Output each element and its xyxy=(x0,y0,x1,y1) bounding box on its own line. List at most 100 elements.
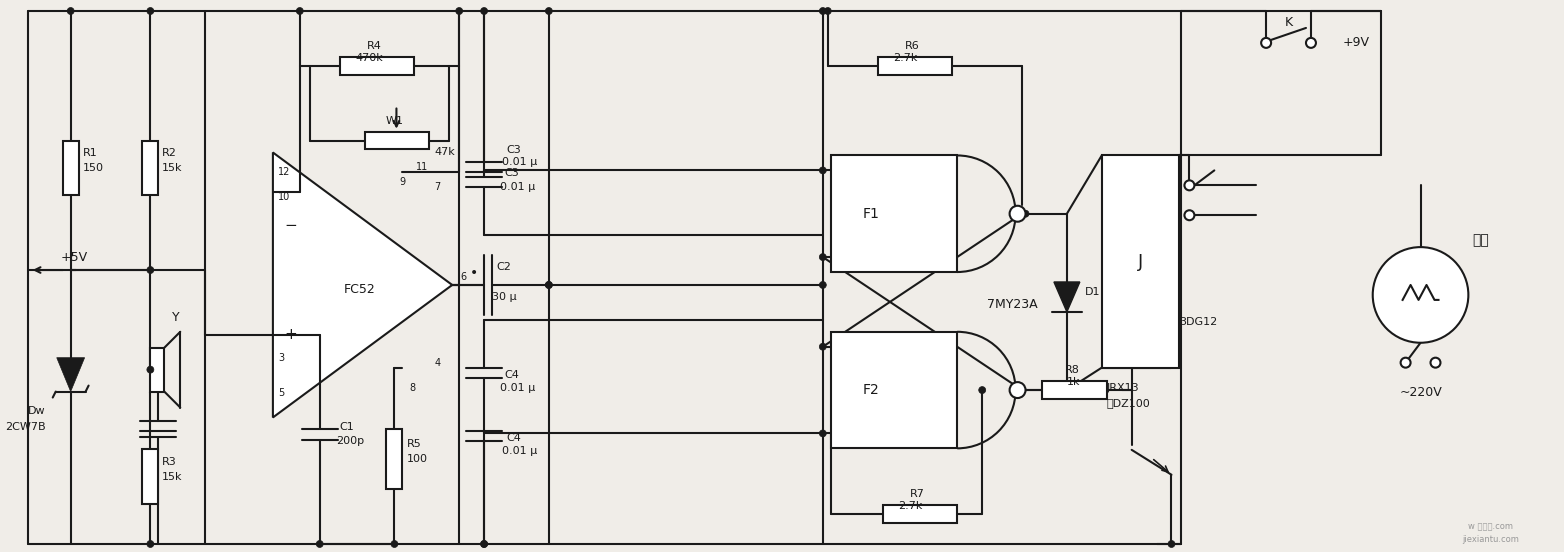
Text: 灯泡: 灯泡 xyxy=(1472,233,1489,247)
Text: 11: 11 xyxy=(416,162,429,172)
Bar xyxy=(1042,381,1107,399)
Text: 或DZ100: 或DZ100 xyxy=(1107,397,1151,407)
Circle shape xyxy=(391,540,397,548)
Text: ~220V: ~220V xyxy=(1400,386,1442,399)
Circle shape xyxy=(480,540,488,548)
Text: R3: R3 xyxy=(163,457,177,468)
Text: 4: 4 xyxy=(435,358,441,368)
Circle shape xyxy=(820,282,826,289)
Text: R5: R5 xyxy=(407,439,421,449)
Bar xyxy=(364,131,429,150)
Text: 150: 150 xyxy=(83,163,103,173)
Text: R4: R4 xyxy=(368,41,382,51)
Circle shape xyxy=(1261,38,1272,48)
Text: 0.01 µ: 0.01 µ xyxy=(500,182,535,192)
Circle shape xyxy=(1306,38,1315,48)
Text: 12: 12 xyxy=(278,167,291,177)
Bar xyxy=(1101,156,1179,368)
Circle shape xyxy=(546,282,552,289)
Circle shape xyxy=(147,366,153,373)
Circle shape xyxy=(1184,210,1195,220)
Bar xyxy=(830,156,957,272)
Polygon shape xyxy=(56,358,84,391)
Text: C1: C1 xyxy=(339,422,355,432)
Bar xyxy=(830,332,957,448)
Text: 470k: 470k xyxy=(355,53,383,63)
Text: 7MY23A: 7MY23A xyxy=(987,299,1037,311)
Circle shape xyxy=(480,8,488,14)
Text: R1: R1 xyxy=(83,148,97,158)
Polygon shape xyxy=(1054,282,1079,312)
Text: 8: 8 xyxy=(410,383,416,392)
Text: C3: C3 xyxy=(507,146,521,156)
Circle shape xyxy=(296,8,303,14)
Text: 30 µ: 30 µ xyxy=(493,292,516,302)
Circle shape xyxy=(316,540,324,548)
Text: 47k: 47k xyxy=(435,147,455,157)
Text: C4: C4 xyxy=(507,433,521,443)
Bar xyxy=(877,57,952,75)
Bar xyxy=(142,141,158,195)
Circle shape xyxy=(820,343,826,350)
Circle shape xyxy=(979,386,985,394)
Text: 0.01 µ: 0.01 µ xyxy=(502,447,538,457)
Circle shape xyxy=(147,267,153,273)
Text: 3: 3 xyxy=(278,353,285,363)
Text: 9: 9 xyxy=(399,177,405,187)
Text: D1: D1 xyxy=(1085,287,1101,297)
Circle shape xyxy=(455,8,463,14)
Text: JRX13: JRX13 xyxy=(1107,383,1139,392)
Circle shape xyxy=(480,540,488,548)
Text: R2: R2 xyxy=(163,148,177,158)
Circle shape xyxy=(820,430,826,437)
Text: +9V: +9V xyxy=(1342,36,1370,49)
Circle shape xyxy=(546,8,552,14)
Text: 2.7k: 2.7k xyxy=(893,53,918,63)
Text: F2: F2 xyxy=(862,383,879,397)
Text: 0.01 µ: 0.01 µ xyxy=(500,383,535,392)
Circle shape xyxy=(1431,358,1440,368)
Text: C2: C2 xyxy=(496,262,511,272)
Text: 2.7k: 2.7k xyxy=(898,501,923,511)
Circle shape xyxy=(1184,181,1195,190)
Text: Dw: Dw xyxy=(28,406,45,417)
Circle shape xyxy=(824,8,832,14)
Circle shape xyxy=(1401,358,1411,368)
Text: W1: W1 xyxy=(385,115,404,126)
Polygon shape xyxy=(272,152,452,417)
Circle shape xyxy=(1010,382,1026,398)
Text: 6: 6 xyxy=(460,272,466,282)
Text: jiexiantu.com: jiexiantu.com xyxy=(1462,534,1519,544)
Text: 3DG12: 3DG12 xyxy=(1179,317,1218,327)
Circle shape xyxy=(147,8,153,14)
Text: 15k: 15k xyxy=(163,473,183,482)
Circle shape xyxy=(147,540,153,548)
Text: 2CW7B: 2CW7B xyxy=(5,422,45,432)
Bar xyxy=(339,57,414,75)
Text: w 绿优图.com: w 绿优图.com xyxy=(1467,523,1512,532)
Circle shape xyxy=(1373,247,1469,343)
Bar xyxy=(386,429,402,489)
Text: J: J xyxy=(1139,253,1143,270)
Text: 0.01 µ: 0.01 µ xyxy=(502,157,538,167)
Text: Y: Y xyxy=(172,311,180,325)
Text: R6: R6 xyxy=(906,41,920,51)
Circle shape xyxy=(1168,540,1175,548)
Text: C3: C3 xyxy=(504,168,519,178)
Text: 1k: 1k xyxy=(1067,377,1081,387)
Bar xyxy=(882,505,957,523)
Text: 15k: 15k xyxy=(163,163,183,173)
Circle shape xyxy=(1018,386,1026,394)
Text: −: − xyxy=(285,217,297,233)
Text: FC52: FC52 xyxy=(344,283,375,296)
Text: 100: 100 xyxy=(407,454,427,464)
Text: +: + xyxy=(285,327,297,342)
Text: 10: 10 xyxy=(278,192,291,202)
Bar xyxy=(142,449,158,504)
Circle shape xyxy=(546,282,552,289)
Bar xyxy=(150,348,164,391)
Text: •: • xyxy=(471,266,479,280)
Text: 200p: 200p xyxy=(336,437,364,447)
Circle shape xyxy=(1021,210,1029,217)
Text: F1: F1 xyxy=(862,207,879,221)
